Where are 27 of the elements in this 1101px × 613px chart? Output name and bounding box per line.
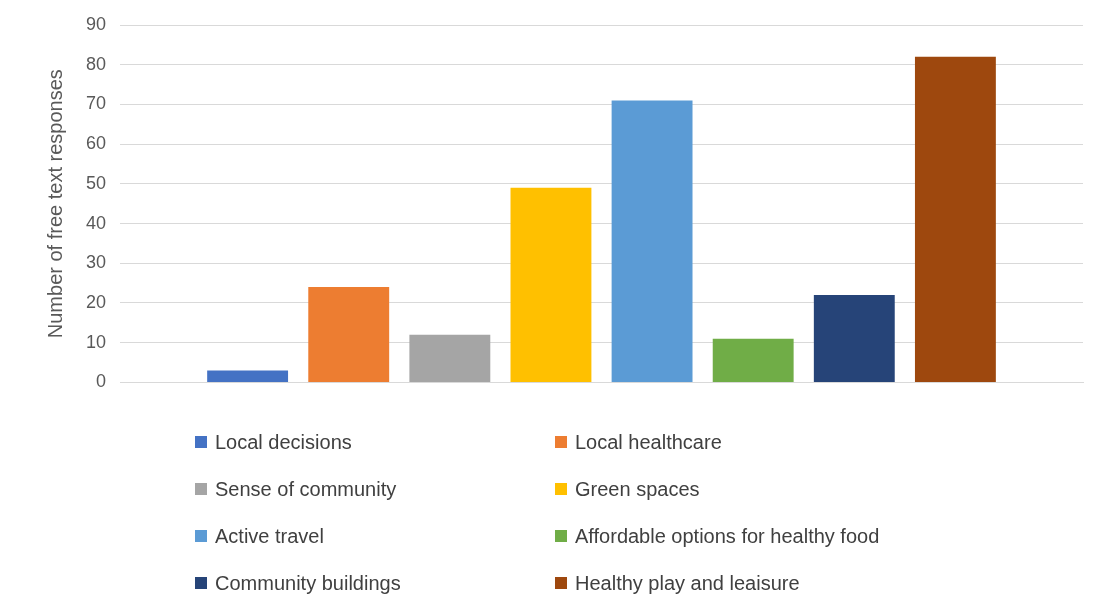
y-tick-label: 90	[85, 13, 107, 34]
legend-label: Local healthcare	[575, 430, 722, 454]
y-tick-label: 50	[85, 172, 107, 193]
y-tick-label: 0	[96, 371, 107, 392]
legend-label: Local decisions	[215, 430, 352, 454]
y-axis-title: Number of free text responses	[43, 69, 66, 339]
legend-label: Green spaces	[575, 477, 700, 501]
bar	[409, 334, 491, 382]
bar	[611, 100, 693, 382]
legend-label: Sense of community	[215, 477, 397, 501]
bar	[813, 295, 895, 382]
y-tick-label: 40	[85, 212, 107, 233]
y-tick-label: 80	[85, 53, 107, 74]
legend-label: Affordable options for healthy food	[575, 524, 880, 548]
y-tick-label: 60	[85, 133, 107, 154]
bar	[308, 287, 390, 382]
y-tick-label: 70	[85, 93, 107, 114]
legend-label: Community buildings	[215, 571, 401, 595]
legend-label: Healthy play and leaisure	[575, 571, 800, 595]
legend-label: Active travel	[215, 524, 324, 548]
y-tick-label: 10	[85, 331, 107, 352]
bar	[712, 338, 794, 382]
bar	[510, 187, 592, 382]
y-tick-label: 30	[85, 252, 107, 273]
bar	[207, 370, 289, 382]
y-tick-label: 20	[85, 291, 107, 312]
bar	[914, 56, 996, 382]
